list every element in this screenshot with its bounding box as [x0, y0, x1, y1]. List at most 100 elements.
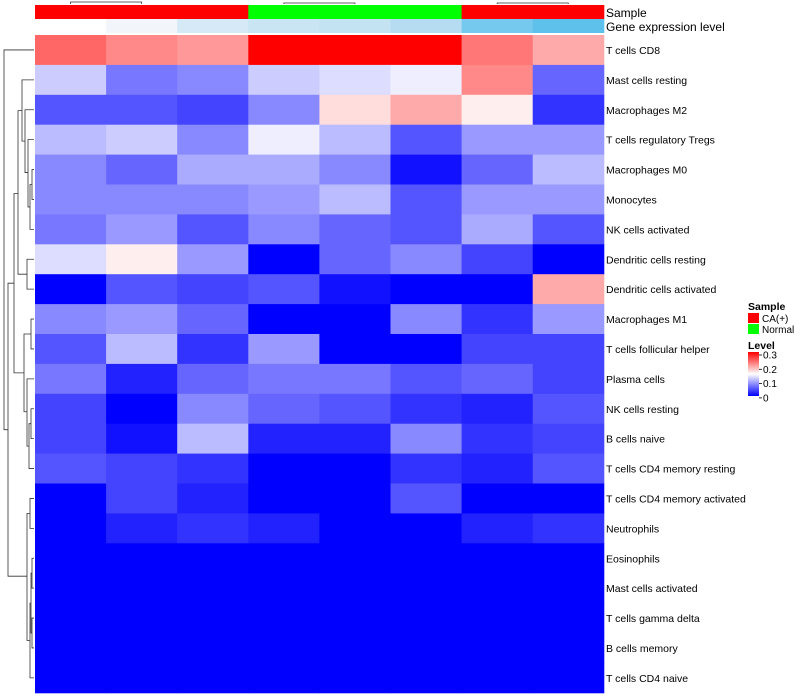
gene-annotation-cell — [35, 19, 107, 33]
heatmap-cell — [390, 184, 463, 215]
heatmap-cell — [35, 513, 107, 544]
row-label: T cells follicular helper — [606, 344, 710, 356]
heatmap-cell — [248, 304, 320, 335]
heatmap-cell — [106, 453, 178, 484]
row-label: T cells CD4 memory activated — [606, 493, 746, 505]
gene-annotation-cell — [248, 19, 320, 33]
heatmap-cell — [35, 64, 107, 96]
heatmap-cell — [461, 124, 534, 156]
heatmap-cell — [319, 35, 391, 66]
level-legend: Level 0.3 0.2 0.1 0 — [748, 340, 777, 404]
gene-annotation-cell — [532, 19, 605, 33]
heatmap-cell — [177, 64, 249, 96]
heatmap-cell — [390, 633, 463, 664]
dendrogram-branch — [7, 282, 27, 577]
heatmap-cell — [390, 483, 463, 514]
heatmap-cell — [248, 453, 320, 484]
heatmap-cell — [177, 304, 249, 335]
heatmap-cell — [319, 94, 391, 126]
level-legend-tick-label: 0.2 — [763, 365, 777, 376]
heatmap-cell — [35, 363, 107, 395]
heatmap-cell — [390, 662, 463, 694]
heatmap-cell — [35, 633, 107, 664]
heatmap-cell — [106, 483, 178, 514]
row-label: Neutrophils — [606, 523, 659, 535]
dendrogram-branch — [70, 1, 143, 4]
heatmap-cell — [461, 334, 534, 365]
heatmap-cell — [390, 543, 463, 574]
heatmap-cell — [532, 304, 605, 335]
row-label: NK cells activated — [606, 224, 690, 236]
heatmap-cell — [390, 603, 463, 634]
heatmap-cell — [177, 184, 249, 215]
row-labels: T cells CD8 Mast cells resting Macrophages… — [606, 45, 746, 685]
gene-annotation-label: Gene expression level — [606, 20, 725, 34]
heatmap-cell — [461, 603, 534, 634]
heatmap-cell — [390, 244, 463, 275]
heatmap-cell — [319, 513, 391, 544]
heatmap-cell — [532, 35, 605, 66]
heatmap-cell — [106, 573, 178, 604]
heatmap-cell — [319, 633, 391, 664]
dendrogram-branch — [24, 109, 34, 173]
heatmap-cell — [319, 662, 391, 694]
heatmap-cell — [390, 334, 463, 365]
heatmap-cell — [532, 423, 605, 455]
heatmap-cell — [248, 154, 320, 185]
row-label: Dendritic cells resting — [606, 254, 706, 266]
sample-legend-label: CA(+) — [762, 314, 788, 325]
heatmap-cell — [106, 334, 178, 365]
heatmap-cell — [248, 214, 320, 245]
gene-annotation-cell — [390, 19, 463, 33]
heatmap-cell — [532, 453, 605, 484]
heatmap-cell — [35, 334, 107, 365]
gene-annotation-cell — [177, 19, 249, 33]
row-label: Mast cells activated — [606, 583, 698, 595]
sample-annotation-cell — [532, 5, 605, 19]
heatmap-cell — [35, 244, 107, 275]
level-legend-tick-label: 0 — [763, 393, 769, 404]
heatmap-cell — [461, 633, 534, 664]
sample-annotation-cell — [106, 5, 178, 19]
heatmap-cell — [461, 483, 534, 514]
heatmap-cell — [248, 274, 320, 305]
heatmap-cell — [248, 633, 320, 664]
heatmap-cell — [319, 453, 391, 484]
level-legend-tick-label: 0.3 — [763, 351, 777, 362]
dendrogram-branch — [28, 423, 34, 469]
heatmap-cell — [248, 603, 320, 634]
heatmap-cell — [390, 423, 463, 455]
heatmap-cell — [461, 573, 534, 604]
heatmap-cell — [532, 124, 605, 156]
heatmap-cell — [532, 214, 605, 245]
heatmap-cell — [106, 64, 178, 96]
heatmap-cell — [248, 64, 320, 96]
heatmap-cell — [106, 94, 178, 126]
row-label: T cells gamma delta — [606, 613, 700, 625]
heatmap-cell — [319, 423, 391, 455]
row-dendrogram — [3, 49, 34, 679]
sample-annotation-bar — [35, 5, 605, 19]
heatmap-cell — [106, 35, 178, 66]
heatmap-cell — [177, 662, 249, 694]
heatmap-cell — [248, 363, 320, 395]
heatmap-cell — [248, 423, 320, 455]
heatmap-cell — [390, 274, 463, 305]
sample-legend: Sample CA(+)Normal — [748, 301, 794, 336]
row-label: Monocytes — [606, 194, 657, 206]
heatmap-cell — [248, 184, 320, 215]
heatmap-cell — [106, 423, 178, 455]
column-dendrogram — [70, 1, 569, 4]
heatmap-cell — [106, 633, 178, 664]
heatmap-cell — [532, 64, 605, 96]
level-legend-tick-label: 0.1 — [763, 379, 777, 390]
heatmap-cell — [532, 393, 605, 425]
heatmap-cell — [248, 573, 320, 604]
heatmap-cell — [532, 603, 605, 634]
heatmap-cell — [35, 35, 107, 66]
sample-legend-swatch — [748, 324, 759, 334]
heatmap-cell — [177, 274, 249, 305]
sample-legend-swatch — [748, 313, 759, 323]
heatmap-cell — [177, 35, 249, 66]
heatmap-cell — [532, 633, 605, 664]
